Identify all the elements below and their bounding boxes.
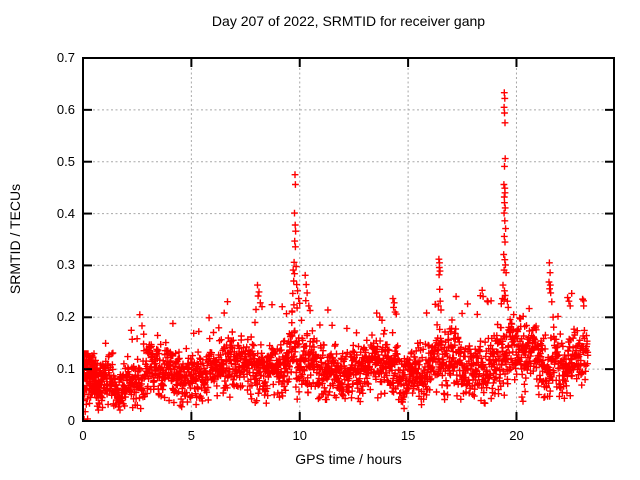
x-axis-label: GPS time / hours <box>295 451 402 467</box>
y-tick-label: 0.4 <box>56 205 75 221</box>
x-tick-label: 20 <box>509 428 524 443</box>
chart-title: Day 207 of 2022, SRMTID for receiver gan… <box>211 13 486 29</box>
x-tick-label: 5 <box>187 428 195 443</box>
y-tick-label: 0.1 <box>56 361 75 377</box>
y-tick-label: 0.2 <box>56 309 75 325</box>
x-tick-label: 0 <box>79 428 87 443</box>
y-tick-label: 0.3 <box>56 257 75 273</box>
y-tick-label: 0.6 <box>56 101 75 117</box>
x-tick-label: 10 <box>292 428 307 443</box>
axis-ticks <box>82 57 613 422</box>
x-tick-label: 15 <box>400 428 416 443</box>
grid-lines <box>84 59 613 420</box>
data-points <box>84 89 592 420</box>
plot-border <box>82 57 615 422</box>
y-tick-label: 0 <box>67 413 75 428</box>
y-tick-label: 0.7 <box>56 50 75 65</box>
y-tick-label: 0.5 <box>56 153 75 169</box>
